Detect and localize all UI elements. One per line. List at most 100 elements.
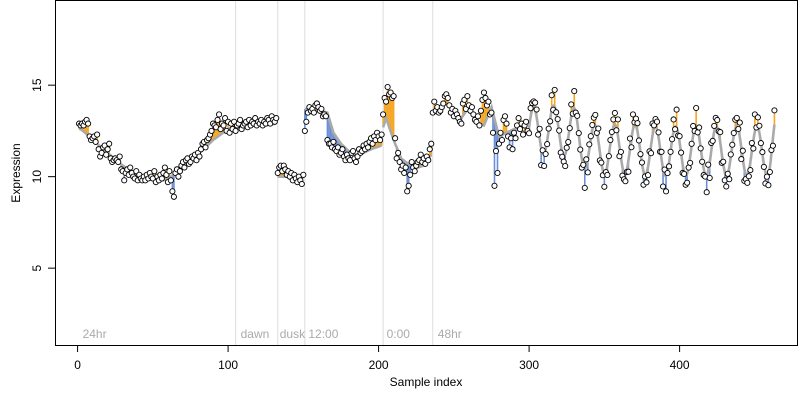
data-point <box>697 145 704 152</box>
data-point <box>714 116 721 124</box>
data-point <box>693 104 700 112</box>
data-point <box>237 116 244 123</box>
data-point <box>310 109 317 116</box>
data-point <box>592 111 599 118</box>
data-point <box>533 106 540 113</box>
data-point <box>601 183 608 190</box>
data-point <box>703 189 710 196</box>
data-point <box>431 98 438 105</box>
data-point <box>440 100 447 107</box>
data-point <box>696 124 703 131</box>
phase-label: 12:00 <box>308 327 338 341</box>
data-point <box>517 126 524 133</box>
data-point <box>380 111 387 118</box>
data-point <box>301 127 308 134</box>
data-point <box>477 107 484 114</box>
data-point <box>92 138 99 145</box>
data-point <box>458 120 465 127</box>
data-point <box>580 161 587 168</box>
data-point <box>666 163 673 170</box>
data-point <box>587 133 594 140</box>
data-point <box>411 168 418 175</box>
data-point <box>565 138 572 146</box>
data-point <box>729 141 736 148</box>
data-point <box>738 156 745 163</box>
data-point <box>492 147 500 155</box>
data-point <box>684 179 691 186</box>
data-point <box>678 149 685 156</box>
data-point <box>658 148 665 155</box>
data-point <box>556 127 563 134</box>
data-point <box>643 179 650 186</box>
data-point <box>485 98 492 105</box>
data-point <box>127 164 134 171</box>
data-point <box>526 130 533 137</box>
data-point <box>116 153 123 160</box>
data-point <box>509 146 516 153</box>
data-point <box>515 115 522 122</box>
data-point <box>208 127 215 134</box>
data-point <box>512 135 519 142</box>
data-point <box>586 141 593 148</box>
data-point <box>655 129 662 136</box>
data-point <box>176 168 183 175</box>
data-point <box>106 140 113 147</box>
y-tick-label: 10 <box>30 170 44 184</box>
data-point <box>318 105 325 113</box>
data-point <box>491 182 498 189</box>
data-point <box>494 169 501 177</box>
data-point <box>104 146 111 153</box>
data-point <box>629 111 636 118</box>
data-point <box>669 136 676 143</box>
data-point <box>273 115 280 122</box>
data-point <box>202 144 209 151</box>
data-point <box>220 122 227 129</box>
data-point <box>544 141 551 148</box>
data-point <box>574 112 581 119</box>
data-point <box>760 163 767 170</box>
data-point <box>748 139 755 147</box>
data-point <box>690 122 697 130</box>
data-point <box>158 175 165 182</box>
data-point <box>763 173 770 180</box>
data-point <box>647 150 655 157</box>
data-point <box>598 159 605 166</box>
data-point <box>378 131 385 138</box>
data-point <box>765 182 772 189</box>
data-point <box>232 127 239 134</box>
data-point <box>766 168 773 176</box>
data-point <box>634 120 641 127</box>
data-point <box>536 125 543 132</box>
data-point <box>571 88 578 95</box>
data-point <box>547 118 554 125</box>
phase-label: 24hr <box>83 327 107 341</box>
data-point <box>562 163 569 170</box>
data-point <box>175 173 182 180</box>
data-point <box>733 114 740 121</box>
data-point <box>169 188 176 195</box>
data-point <box>480 89 487 96</box>
data-point <box>428 140 435 147</box>
data-point <box>626 135 633 142</box>
data-point <box>611 109 618 117</box>
data-point <box>559 153 566 160</box>
data-point <box>532 99 539 106</box>
data-point <box>298 180 305 188</box>
data-point <box>628 144 635 151</box>
data-point <box>581 184 588 191</box>
data-point <box>425 157 432 164</box>
data-point <box>589 121 596 129</box>
data-point <box>614 116 621 123</box>
x-tick-label: 0 <box>74 358 81 372</box>
data-point <box>510 129 518 136</box>
data-point <box>747 167 754 174</box>
data-point <box>617 148 624 155</box>
data-point <box>365 144 372 151</box>
data-point <box>401 169 408 177</box>
data-point <box>377 137 384 144</box>
data-point <box>300 171 307 178</box>
data-point <box>166 168 173 175</box>
data-point <box>196 153 203 160</box>
